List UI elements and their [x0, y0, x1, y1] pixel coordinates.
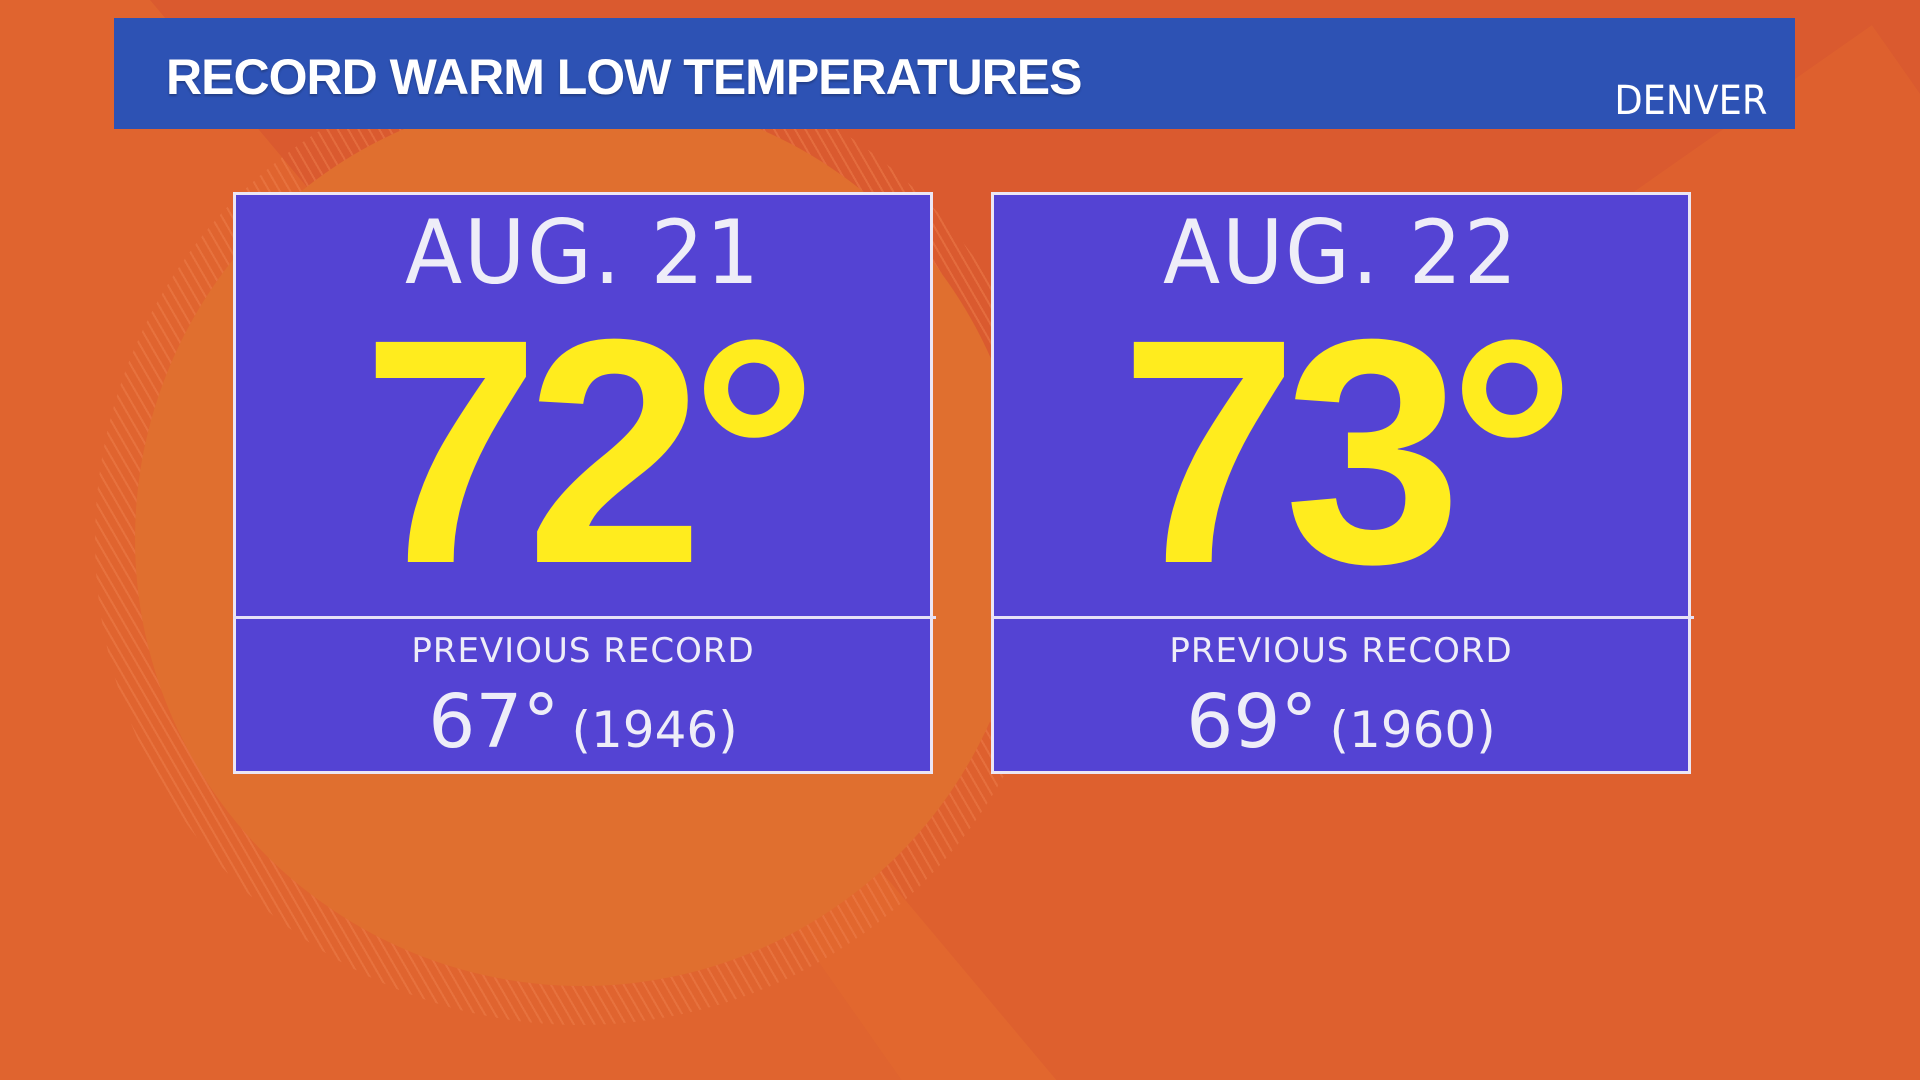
- page-title: RECORD WARM LOW TEMPERATURES: [166, 49, 1082, 105]
- previous-record-temperature: 67°: [428, 679, 560, 765]
- location-label: DENVER: [1613, 78, 1767, 124]
- previous-record-year: (1946): [571, 701, 738, 759]
- previous-record-year: (1960): [1329, 701, 1496, 759]
- card-date: AUG. 21: [404, 201, 761, 304]
- record-temperature: 72°: [362, 272, 818, 630]
- previous-record-value: 67° (1946): [236, 679, 930, 765]
- previous-record-temperature: 69°: [1186, 679, 1318, 765]
- title-bar: RECORD WARM LOW TEMPERATURES DENVER: [114, 18, 1795, 129]
- card-divider: [991, 616, 1694, 619]
- card-divider: [233, 616, 936, 619]
- previous-record-value: 69° (1960): [994, 679, 1688, 765]
- card-date: AUG. 22: [1162, 201, 1519, 304]
- previous-record-label: PREVIOUS RECORD: [1169, 631, 1513, 671]
- record-temperature: 73°: [1120, 272, 1576, 630]
- record-card-aug-22: AUG. 22 73° PREVIOUS RECORD 69° (1960): [991, 192, 1694, 774]
- previous-record-label: PREVIOUS RECORD: [411, 631, 755, 671]
- record-card-aug-21: AUG. 21 72° PREVIOUS RECORD 67° (1946): [233, 192, 936, 774]
